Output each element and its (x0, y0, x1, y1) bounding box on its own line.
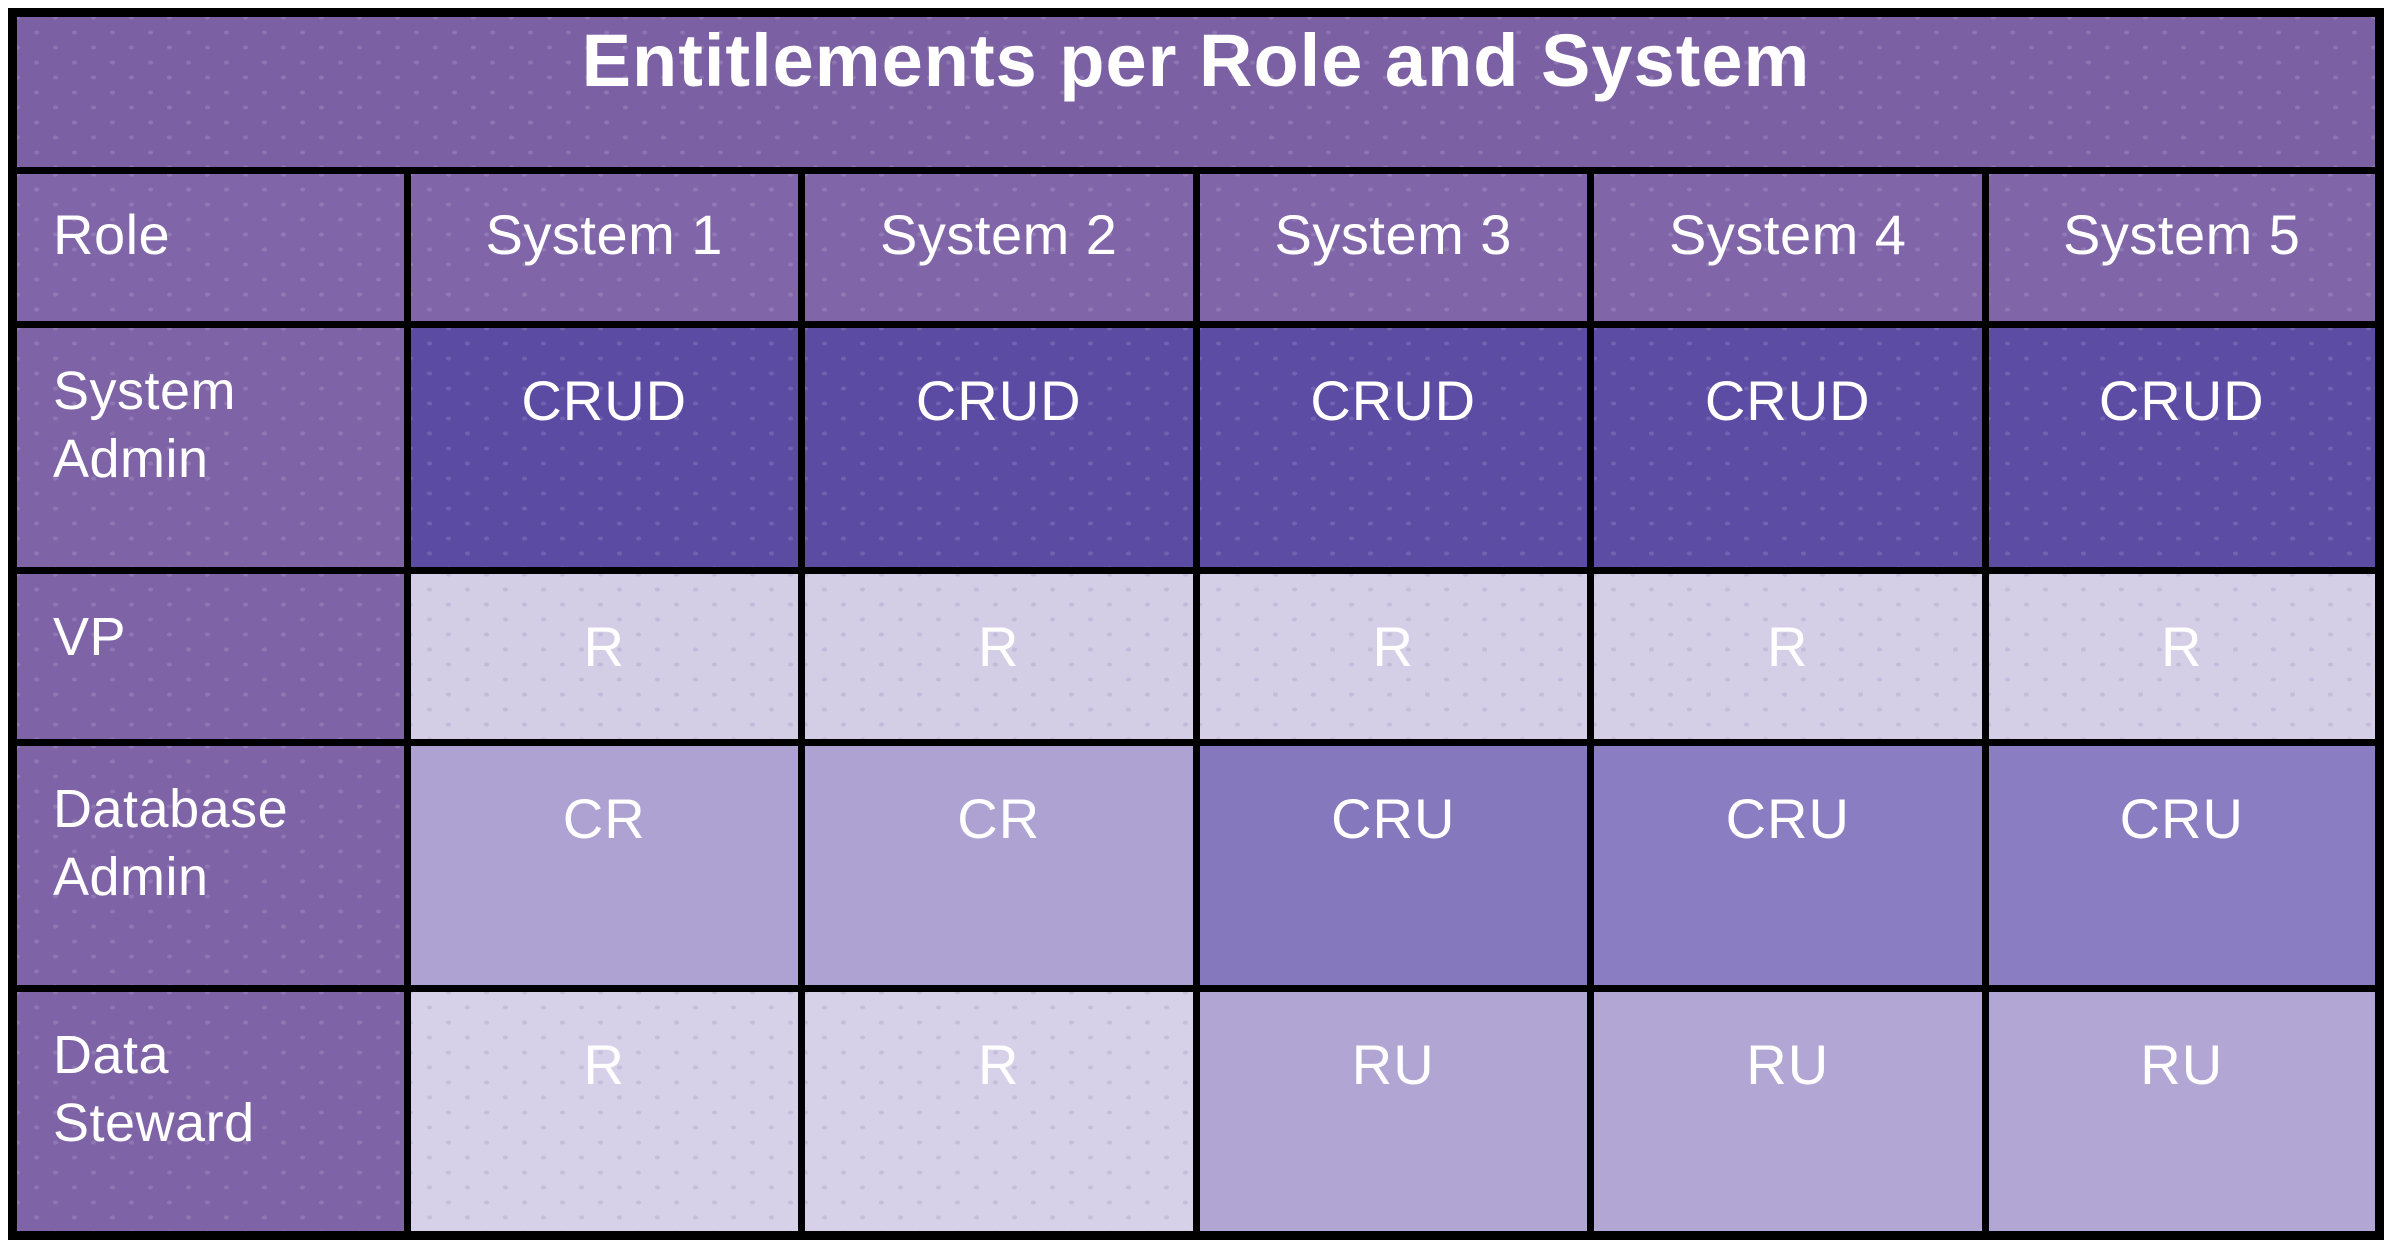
column-header-system-1: System 1 (403, 167, 805, 328)
entitlement-cell: RU (1192, 985, 1594, 1239)
entitlement-cell: R (403, 985, 805, 1239)
title-row: Entitlements per Role and System (9, 9, 2383, 174)
entitlement-cell: CRUD (1981, 321, 2383, 574)
role-label-database-admin: Database Admin (9, 739, 411, 992)
entitlement-cell: CRU (1587, 739, 1989, 992)
table-title: Entitlements per Role and System (9, 9, 2383, 174)
entitlement-cell: CRUD (1587, 321, 1989, 574)
header-row: Role System 1 System 2 System 3 System 4… (9, 167, 2383, 328)
entitlement-cell: CRU (1192, 739, 1594, 992)
entitlement-cell: CRU (1981, 739, 2383, 992)
entitlement-cell: CRUD (798, 321, 1200, 574)
column-header-system-3: System 3 (1192, 167, 1594, 328)
entitlement-cell: R (1981, 567, 2383, 746)
entitlement-cell: R (798, 567, 1200, 746)
role-label-system-admin: System Admin (9, 321, 411, 574)
entitlement-cell: RU (1981, 985, 2383, 1239)
table-row-data-steward: Data Steward R R RU RU RU (9, 985, 2383, 1239)
entitlement-cell: CR (403, 739, 805, 992)
column-header-role: Role (9, 167, 411, 328)
role-label-vp: VP (9, 567, 411, 746)
column-header-system-2: System 2 (798, 167, 1200, 328)
entitlement-cell: CRUD (1192, 321, 1594, 574)
entitlement-cell: R (1192, 567, 1594, 746)
entitlement-cell: R (1587, 567, 1989, 746)
column-header-system-4: System 4 (1587, 167, 1989, 328)
table-row-system-admin: System Admin CRUD CRUD CRUD CRUD CRUD (9, 321, 2383, 574)
slide: Entitlements per Role and System Role Sy… (8, 8, 2384, 1240)
table-row-vp: VP R R R R R (9, 567, 2383, 746)
table-row-database-admin: Database Admin CR CR CRU CRU CRU (9, 739, 2383, 992)
entitlement-cell: R (798, 985, 1200, 1239)
role-label-data-steward: Data Steward (9, 985, 411, 1239)
entitlement-cell: RU (1587, 985, 1989, 1239)
entitlement-cell: CR (798, 739, 1200, 992)
column-header-system-5: System 5 (1981, 167, 2383, 328)
entitlements-table: Entitlements per Role and System Role Sy… (8, 8, 2384, 1240)
entitlement-cell: CRUD (403, 321, 805, 574)
entitlement-cell: R (403, 567, 805, 746)
